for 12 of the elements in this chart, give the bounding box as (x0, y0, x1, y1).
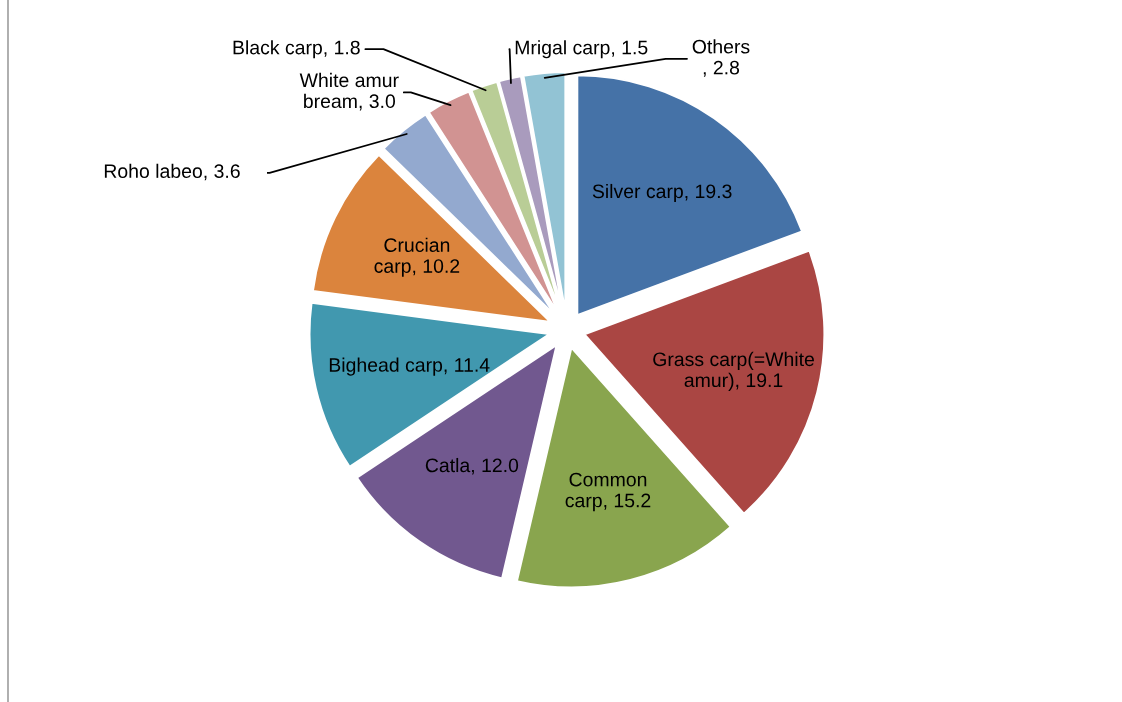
slice-label: Silver carp, 19.3 (592, 183, 732, 203)
slice-label: Roho labeo, 3.6 (104, 163, 240, 181)
slice-label: Grass carp(=White amur), 19.1 (653, 351, 814, 391)
slice-label: Common carp, 15.2 (565, 472, 651, 512)
slice-label: Catla, 12.0 (425, 457, 519, 475)
slice-label: Others (692, 39, 750, 54)
slice-label: Crucian carp, 10.2 (374, 237, 460, 277)
slice-label: Bighead carp, 11.4 (329, 357, 490, 376)
slice-label: Mrigal carp, 1.5 (515, 40, 648, 59)
slice-label: White amur bream, 3.0 (299, 72, 399, 111)
slice-label: Black carp, 1.8 (233, 40, 360, 59)
data-label: , 2.8 (703, 60, 740, 77)
